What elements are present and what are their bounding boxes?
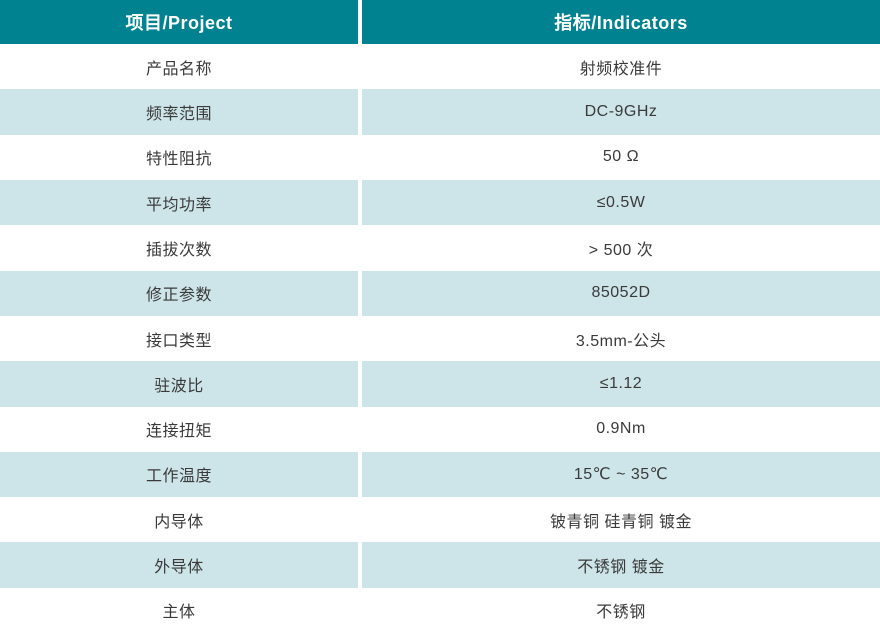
column-divider — [358, 0, 362, 44]
indicator-cell: > 500 次 — [362, 225, 880, 271]
column-header-project: 项目/Project — [0, 0, 358, 44]
project-cell: 驻波比 — [0, 361, 358, 407]
indicator-cell: 15℃ ~ 35℃ — [362, 451, 880, 498]
indicator-cell: 3.5mm-公头 — [362, 315, 880, 362]
column-divider — [358, 587, 362, 633]
project-cell: 产品名称 — [0, 44, 358, 90]
indicator-cell: 射频校准件 — [362, 44, 880, 90]
project-cell: 平均功率 — [0, 179, 358, 226]
column-divider — [358, 451, 362, 498]
column-divider — [358, 44, 362, 90]
table-row: 内导体 铍青铜 硅青铜 镀金 — [0, 497, 880, 543]
project-cell: 外导体 — [0, 542, 358, 588]
table-row: 修正参数 85052D — [0, 270, 880, 316]
column-divider — [358, 315, 362, 362]
column-divider — [358, 179, 362, 226]
table-row: 驻波比 ≤1.12 — [0, 361, 880, 407]
indicator-cell: ≤1.12 — [362, 361, 880, 407]
table-body: 产品名称 射频校准件 频率范围 DC-9GHz 特性阻抗 50 Ω 平均功率 ≤… — [0, 44, 880, 633]
indicator-cell: ≤0.5W — [362, 179, 880, 226]
project-cell: 主体 — [0, 587, 358, 633]
indicator-cell: 不锈钢 — [362, 587, 880, 633]
project-cell: 接口类型 — [0, 315, 358, 362]
column-divider — [358, 542, 362, 588]
table-row: 平均功率 ≤0.5W — [0, 179, 880, 226]
column-header-indicators: 指标/Indicators — [362, 0, 880, 44]
indicator-cell: DC-9GHz — [362, 89, 880, 135]
table-row: 接口类型 3.5mm-公头 — [0, 315, 880, 362]
project-cell: 插拔次数 — [0, 225, 358, 271]
table-row: 外导体 不锈钢 镀金 — [0, 542, 880, 588]
table-row: 频率范围 DC-9GHz — [0, 89, 880, 135]
indicator-cell: 0.9Nm — [362, 406, 880, 452]
indicator-cell: 不锈钢 镀金 — [362, 542, 880, 588]
project-cell: 内导体 — [0, 497, 358, 543]
project-cell: 连接扭矩 — [0, 406, 358, 452]
column-divider — [358, 497, 362, 543]
indicator-cell: 铍青铜 硅青铜 镀金 — [362, 497, 880, 543]
indicator-cell: 50 Ω — [362, 134, 880, 180]
table-row: 工作温度 15℃ ~ 35℃ — [0, 451, 880, 498]
indicator-cell: 85052D — [362, 270, 880, 316]
column-divider — [358, 361, 362, 407]
project-cell: 工作温度 — [0, 451, 358, 498]
project-cell: 频率范围 — [0, 89, 358, 135]
table-row: 连接扭矩 0.9Nm — [0, 406, 880, 452]
column-divider — [358, 270, 362, 316]
project-cell: 特性阻抗 — [0, 134, 358, 180]
table-row: 插拔次数 > 500 次 — [0, 225, 880, 271]
table-row: 特性阻抗 50 Ω — [0, 134, 880, 180]
column-divider — [358, 225, 362, 271]
column-divider — [358, 89, 362, 135]
table-row: 产品名称 射频校准件 — [0, 44, 880, 90]
column-divider — [358, 406, 362, 452]
table-row: 主体 不锈钢 — [0, 587, 880, 633]
column-divider — [358, 134, 362, 180]
project-cell: 修正参数 — [0, 270, 358, 316]
table-header-row: 项目/Project 指标/Indicators — [0, 0, 880, 44]
